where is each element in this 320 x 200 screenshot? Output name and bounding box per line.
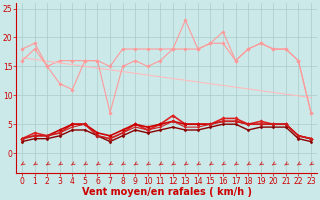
- X-axis label: Vent moyen/en rafales ( km/h ): Vent moyen/en rafales ( km/h ): [82, 187, 252, 197]
